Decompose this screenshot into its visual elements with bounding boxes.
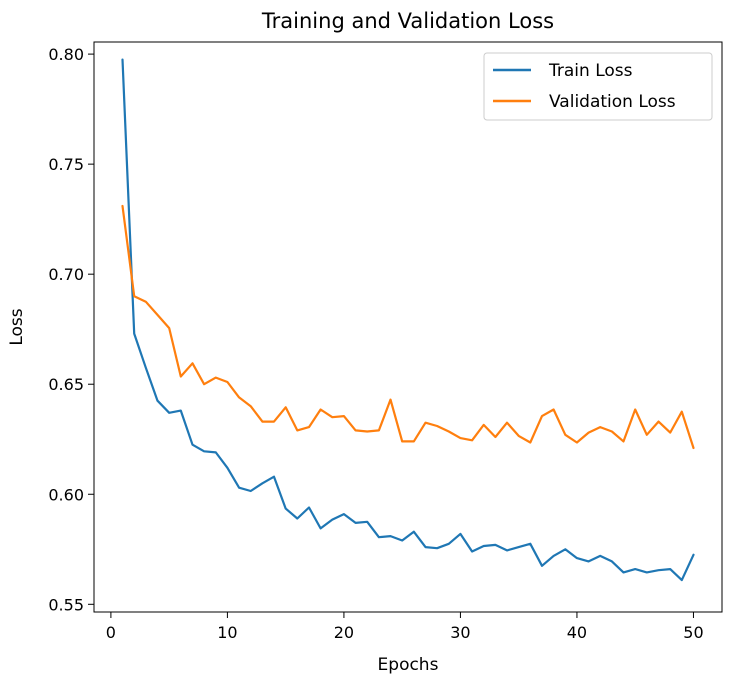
x-tick-label: 40 (567, 623, 587, 642)
x-tick-label: 10 (217, 623, 237, 642)
y-tick-label: 0.75 (48, 155, 84, 174)
series-line-validation-loss (121, 204, 695, 450)
x-tick-label: 20 (334, 623, 354, 642)
x-axis-label: Epochs (378, 655, 439, 675)
legend-label-train: Train Loss (548, 61, 633, 81)
series-line-train-loss (121, 58, 695, 582)
x-axis-ticks: 0 10 20 30 40 50 (106, 612, 704, 642)
x-tick-label: 50 (683, 623, 703, 642)
plot-area (93, 41, 723, 613)
series-lines (121, 58, 695, 582)
y-axis-label: Loss (7, 308, 27, 345)
y-axis-ticks: 0.55 0.60 0.65 0.70 0.75 0.80 (48, 45, 94, 614)
y-tick-label: 0.65 (48, 375, 84, 394)
legend-label-validation: Validation Loss (549, 92, 676, 112)
y-tick-label: 0.60 (48, 485, 84, 504)
y-tick-label: 0.70 (48, 265, 84, 284)
x-tick-label: 0 (106, 623, 116, 642)
x-tick-label: 30 (450, 623, 470, 642)
y-tick-label: 0.80 (48, 45, 84, 64)
legend: Train Loss Validation Loss (483, 52, 713, 121)
y-tick-label: 0.55 (48, 595, 84, 614)
legend-box (483, 52, 713, 121)
chart-title: Training and Validation Loss (261, 9, 554, 33)
